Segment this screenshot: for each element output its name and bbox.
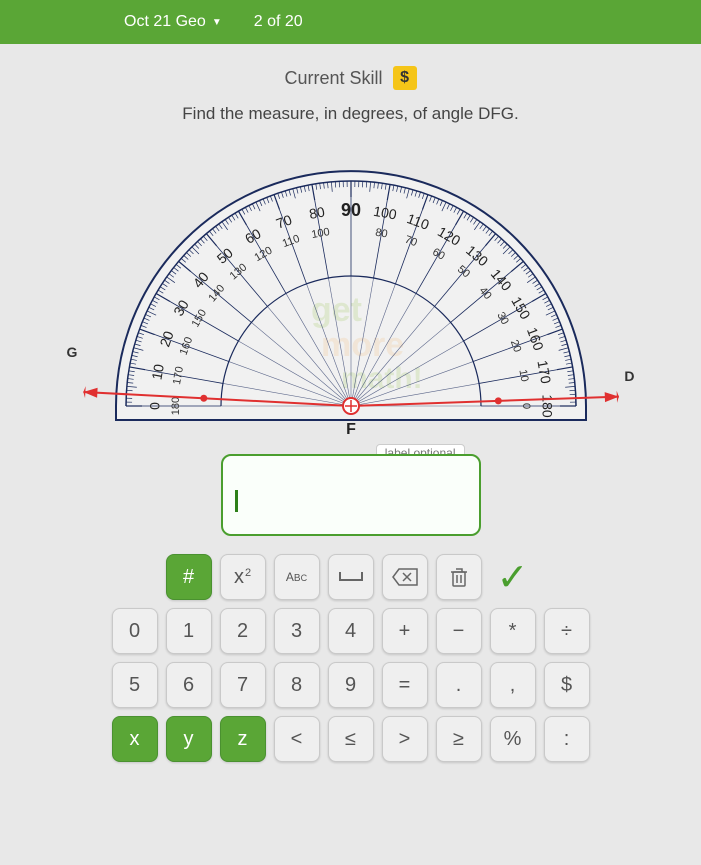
svg-text:10: 10	[148, 363, 166, 381]
key->[interactable]: >	[382, 716, 428, 762]
key-÷[interactable]: ÷	[544, 608, 590, 654]
key-9[interactable]: 9	[328, 662, 374, 708]
key-−[interactable]: −	[436, 608, 482, 654]
svg-text:0: 0	[146, 402, 162, 410]
key-%[interactable]: %	[490, 716, 536, 762]
key-.[interactable]: .	[436, 662, 482, 708]
protractor-svg: getmoremath!0102030405060708090100110120…	[71, 154, 631, 444]
trash-key[interactable]	[436, 554, 482, 600]
chevron-down-icon: ▼	[212, 17, 222, 28]
svg-text:180: 180	[539, 394, 555, 418]
progress-label: 2 of 20	[254, 13, 303, 31]
skill-row: Current Skill $	[24, 66, 677, 90]
assignment-title: Oct 21 Geo	[124, 13, 206, 31]
key-7[interactable]: 7	[220, 662, 266, 708]
key-+[interactable]: +	[382, 608, 428, 654]
key-4[interactable]: 4	[328, 608, 374, 654]
key-3[interactable]: 3	[274, 608, 320, 654]
key-8[interactable]: 8	[274, 662, 320, 708]
current-skill-label: Current Skill	[284, 68, 382, 89]
protractor-figure: G D getmoremath!010203040506070809010011…	[71, 154, 631, 444]
svg-text:F: F	[346, 421, 356, 438]
key-*[interactable]: *	[490, 608, 536, 654]
key-<[interactable]: <	[274, 716, 320, 762]
key-,[interactable]: ,	[490, 662, 536, 708]
svg-text:180: 180	[169, 397, 181, 415]
point-g-label: G	[67, 344, 78, 360]
key-5[interactable]: 5	[112, 662, 158, 708]
abc-key[interactable]: ABC	[274, 554, 320, 600]
check-key[interactable]: ✓	[490, 554, 536, 600]
exponent-key[interactable]: x2	[220, 554, 266, 600]
question-text: Find the measure, in degrees, of angle D…	[24, 104, 677, 124]
key-1[interactable]: 1	[166, 608, 212, 654]
keypad-row-3: xyz<≤>≥%:	[91, 716, 611, 762]
answer-wrap: label optional	[221, 454, 481, 536]
keypad-row-2: 56789=.,$	[91, 662, 611, 708]
svg-text:90: 90	[340, 200, 360, 220]
key-≥[interactable]: ≥	[436, 716, 482, 762]
key-=[interactable]: =	[382, 662, 428, 708]
key-$[interactable]: $	[544, 662, 590, 708]
key-2[interactable]: 2	[220, 608, 266, 654]
keypad-row-1: 01234+−*÷	[91, 608, 611, 654]
svg-text:10: 10	[516, 369, 530, 383]
content-area: Current Skill $ Find the measure, in deg…	[0, 44, 701, 762]
svg-text:80: 80	[307, 203, 325, 221]
key-6[interactable]: 6	[166, 662, 212, 708]
hash-key[interactable]: #	[166, 554, 212, 600]
key-≤[interactable]: ≤	[328, 716, 374, 762]
key-y[interactable]: y	[166, 716, 212, 762]
space-key[interactable]	[328, 554, 374, 600]
answer-input[interactable]	[221, 454, 481, 536]
svg-text:80: 80	[374, 227, 388, 241]
key-:[interactable]: :	[544, 716, 590, 762]
svg-text:0: 0	[520, 403, 532, 409]
keypad: #x2ABC✓ 01234+−*÷ 56789=.,$ xyz<≤>≥%:	[91, 554, 611, 762]
assignment-dropdown[interactable]: Oct 21 Geo ▼	[124, 13, 222, 31]
dollar-badge-icon: $	[393, 66, 417, 90]
key-x[interactable]: x	[112, 716, 158, 762]
key-z[interactable]: z	[220, 716, 266, 762]
key-0[interactable]: 0	[112, 608, 158, 654]
point-d-label: D	[624, 368, 634, 384]
text-cursor	[235, 490, 238, 512]
backspace-key[interactable]	[382, 554, 428, 600]
top-bar: Oct 21 Geo ▼ 2 of 20	[0, 0, 701, 44]
keypad-row-0: #x2ABC ✓	[91, 554, 611, 600]
